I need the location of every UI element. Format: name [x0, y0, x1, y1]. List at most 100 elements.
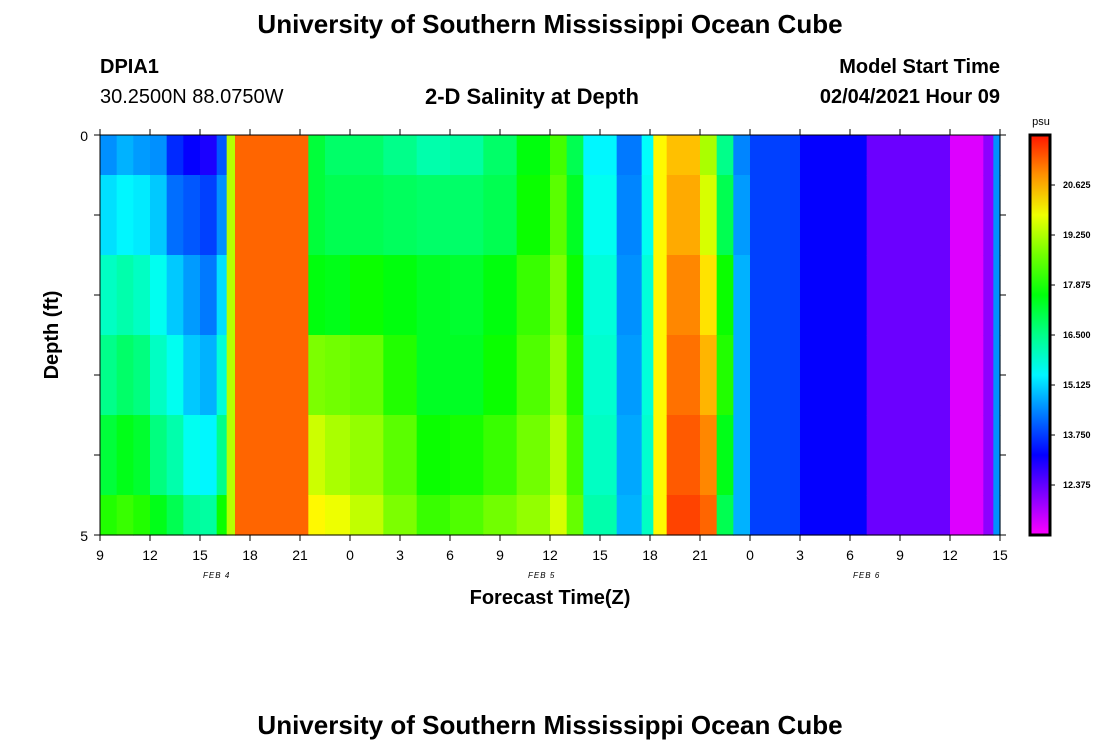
heatmap-cell [166, 175, 184, 256]
heatmap-cell [235, 335, 309, 416]
x-tick-label: 15 [592, 547, 608, 563]
heatmap-cell [116, 135, 134, 176]
x-tick-label: 12 [942, 547, 958, 563]
heatmap-cell [235, 135, 309, 176]
heatmap-cell [416, 335, 451, 416]
heatmap-cell [800, 495, 868, 536]
heatmap-cell [226, 495, 236, 536]
heatmap-cell [800, 175, 868, 256]
heatmap-cell [993, 415, 1001, 496]
heatmap-cell [800, 135, 868, 176]
heatmap-cell [133, 335, 151, 416]
heatmap-cell [993, 335, 1001, 416]
heatmap-cell [450, 335, 484, 416]
heatmap-cell [483, 415, 518, 496]
colorbar-tick-label: 20.625 [1063, 180, 1091, 190]
heatmap-cell [993, 495, 1001, 536]
heatmap-cell [616, 495, 643, 536]
date-label: FEB 4 [203, 571, 230, 580]
heatmap-cell [653, 415, 668, 496]
heatmap-cell [235, 175, 309, 256]
heatmap-cell [516, 495, 551, 536]
heatmap-cell [100, 255, 118, 336]
heatmap-cell [583, 255, 618, 336]
heatmap-cell [235, 495, 309, 536]
heatmap-cell [325, 135, 351, 176]
heatmap-cell [641, 335, 654, 416]
heatmap-cell [993, 255, 1001, 336]
station-id: DPIA1 [100, 56, 159, 78]
heatmap-cell [516, 135, 551, 176]
heatmap-cell [200, 135, 218, 176]
heatmap-cell [516, 175, 551, 256]
heatmap-cell [583, 495, 618, 536]
heatmap-cell [200, 335, 218, 416]
heatmap-cell [550, 175, 568, 256]
date-label: FEB 5 [528, 571, 555, 580]
heatmap-cell [325, 335, 351, 416]
heatmap-cell [950, 175, 984, 256]
date-label: FEB 6 [853, 571, 880, 580]
heatmap-cell [566, 255, 584, 336]
x-tick-label: 9 [496, 547, 504, 563]
heatmap-cell [616, 255, 643, 336]
heatmap-cell [116, 495, 134, 536]
heatmap-cell [641, 495, 654, 536]
colorbar-tick-label: 17.875 [1063, 280, 1091, 290]
heatmap-cell [235, 255, 309, 336]
colorbar-tick-label: 15.125 [1063, 380, 1091, 390]
heatmap-cell [100, 175, 118, 256]
heatmap-cell [583, 135, 618, 176]
y-axis-title: Depth (ft) [41, 291, 63, 380]
colorbar-tick-label: 16.500 [1063, 330, 1091, 340]
heatmap-cell [226, 175, 236, 256]
heatmap-cell [983, 175, 994, 256]
heatmap-cell [216, 135, 228, 176]
heatmap-cell [866, 135, 951, 176]
x-tick-label: 12 [542, 547, 558, 563]
heatmap-cell [183, 335, 201, 416]
heatmap-cell [216, 335, 228, 416]
heatmap-cell [226, 415, 236, 496]
heatmap-cell [566, 135, 584, 176]
heatmap-cell [653, 335, 668, 416]
x-tick-label: 18 [642, 547, 658, 563]
heatmap-cell [308, 335, 326, 416]
heatmap-cell [653, 175, 668, 256]
x-tick-label: 3 [396, 547, 404, 563]
heatmap-cell [733, 415, 751, 496]
model-start-value: 02/04/2021 Hour 09 [819, 86, 1000, 108]
heatmap-cell [100, 135, 118, 176]
heatmap-cell [450, 415, 484, 496]
heatmap-cell [200, 175, 218, 256]
heatmap-cell [183, 495, 201, 536]
heatmap-cell [325, 495, 351, 536]
heatmap-cell [666, 415, 701, 496]
heatmap-cell [983, 495, 994, 536]
heatmap-cell [716, 135, 734, 176]
heatmap-cell [733, 335, 751, 416]
heatmap-cell [666, 335, 701, 416]
heatmap-cell [483, 135, 518, 176]
chart-title: 2-D Salinity at Depth [425, 84, 639, 109]
heatmap-cell [226, 135, 236, 176]
heatmap-cell [383, 415, 418, 496]
heatmap-cell [166, 415, 184, 496]
station-coords: 30.2500N 88.0750W [100, 86, 284, 108]
heatmap-cell [516, 415, 551, 496]
heatmap-cell [150, 495, 168, 536]
heatmap-cell [416, 415, 451, 496]
heatmap-cell [483, 175, 518, 256]
heatmap-cell [383, 135, 418, 176]
heatmap-cell [550, 335, 568, 416]
heatmap-cell [150, 415, 168, 496]
heatmap-cell [308, 175, 326, 256]
heatmap-cell [950, 135, 984, 176]
heatmap-cell [716, 415, 734, 496]
heatmap-cell [216, 255, 228, 336]
heatmap-cell [653, 255, 668, 336]
heatmap-cell [750, 255, 801, 336]
heatmap-cell [750, 495, 801, 536]
colorbar-tick-label: 13.750 [1063, 430, 1091, 440]
